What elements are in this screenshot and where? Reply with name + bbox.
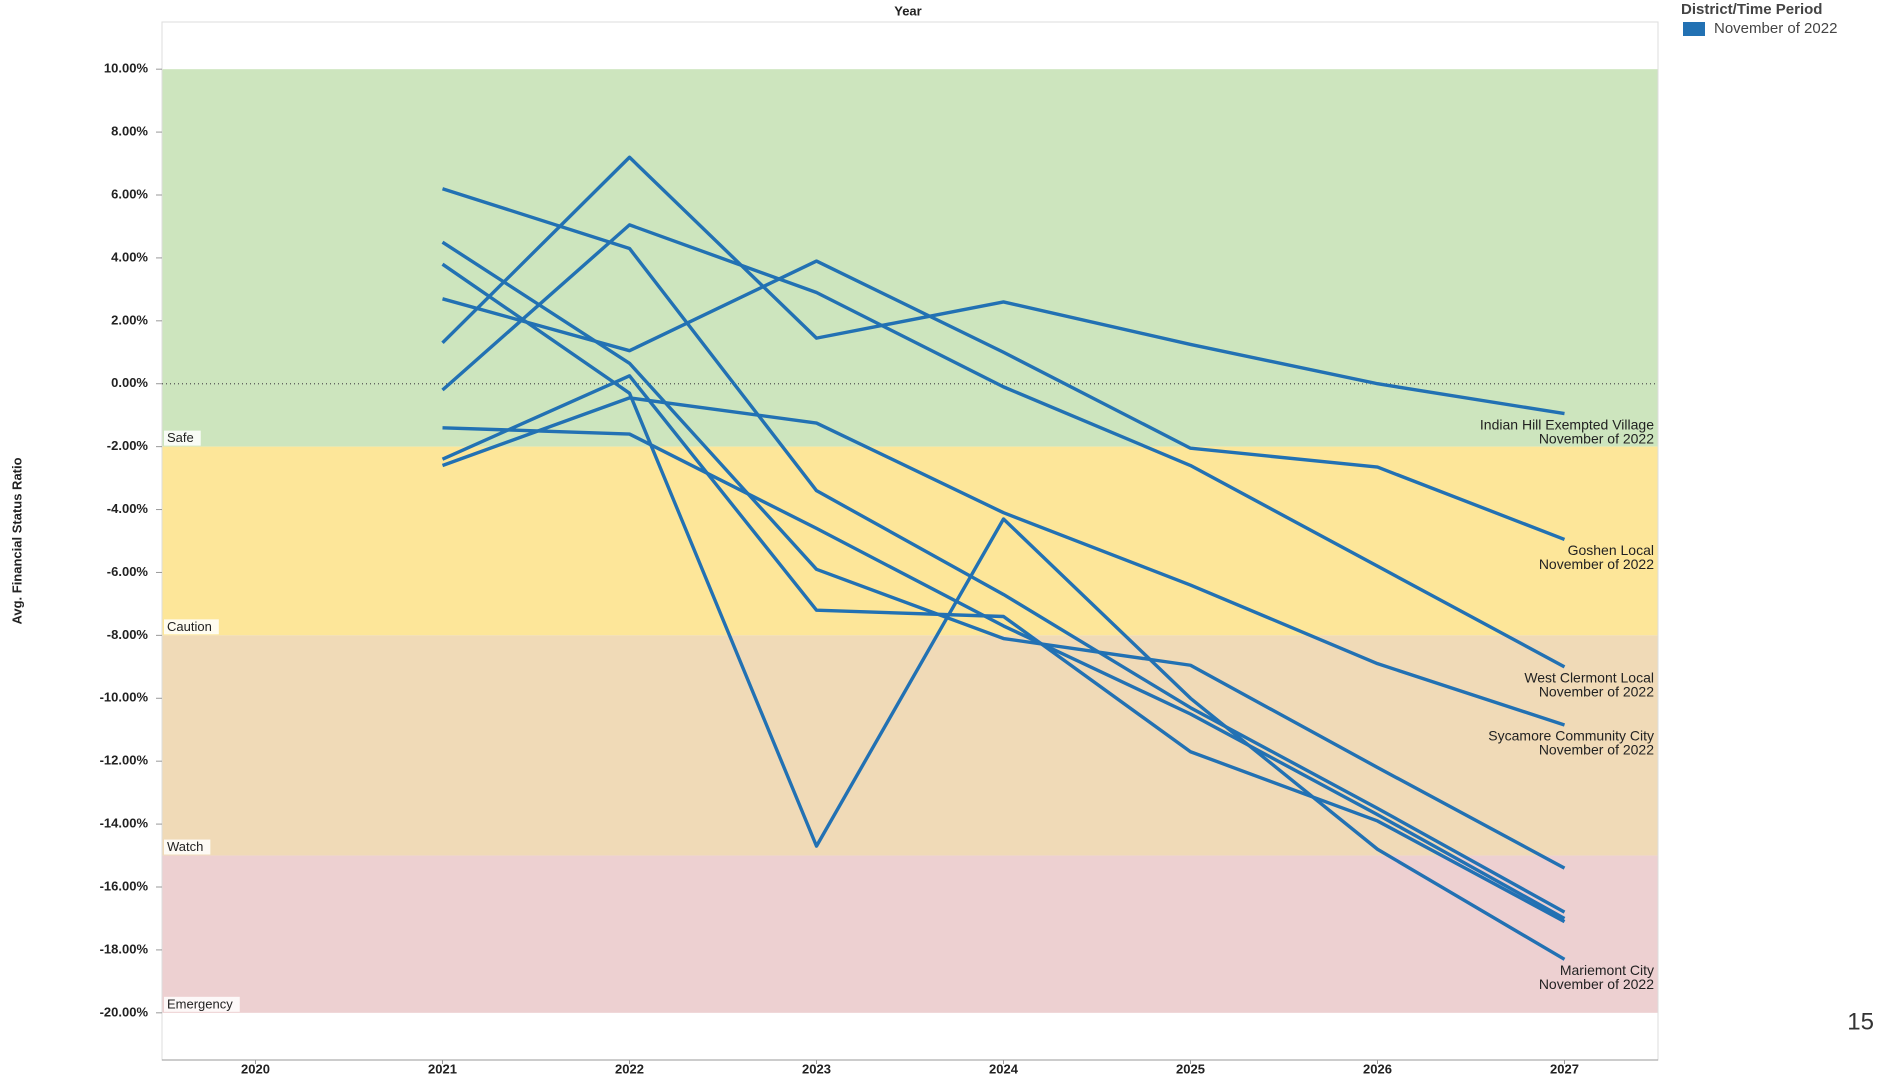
- y-tick-label: 4.00%: [111, 249, 148, 264]
- y-tick-label: -6.00%: [107, 564, 149, 579]
- x-tick-label: 2024: [989, 1061, 1019, 1076]
- series-line: [441, 155, 1565, 416]
- x-tick-label: 2023: [802, 1061, 831, 1076]
- x-tick-label: 2022: [615, 1061, 644, 1076]
- band-label-bg: [164, 839, 211, 855]
- band-label-bg: [164, 996, 240, 1012]
- x-tick-label: 2020: [241, 1061, 270, 1076]
- legend-label: November of 2022: [1714, 20, 1837, 37]
- x-tick-label: 2021: [428, 1061, 457, 1076]
- x-tick-label: 2025: [1176, 1061, 1205, 1076]
- series-line: [441, 223, 1566, 669]
- series-line: [441, 396, 1566, 727]
- y-tick-label: 8.00%: [111, 124, 148, 139]
- band-label: Emergency: [167, 996, 233, 1011]
- band-label: Watch: [167, 839, 203, 854]
- y-tick-label: -20.00%: [100, 1004, 149, 1019]
- band: [162, 855, 1658, 1013]
- y-tick-label: -8.00%: [107, 627, 149, 642]
- series-line: [441, 240, 1566, 870]
- line-label: Sycamore Community City: [1488, 728, 1654, 744]
- band: [162, 635, 1658, 856]
- y-axis-title: Avg. Financial Status Ratio: [9, 457, 24, 624]
- series-line: [441, 262, 1566, 961]
- band-label-bg: [164, 430, 201, 446]
- line-label: Mariemont City: [1560, 962, 1654, 978]
- y-tick-label: 10.00%: [104, 61, 149, 76]
- page-number: 15: [1847, 1008, 1874, 1035]
- y-tick-label: 0.00%: [111, 375, 148, 390]
- line-label: West Clermont Local: [1524, 670, 1654, 686]
- line-label: Goshen Local: [1568, 542, 1654, 558]
- series-line: [442, 426, 1566, 920]
- y-tick-label: 6.00%: [111, 186, 148, 201]
- legend-title: District/Time Period: [1681, 1, 1822, 18]
- line-label: November of 2022: [1539, 684, 1654, 700]
- y-tick-label: -4.00%: [107, 501, 149, 516]
- line-label: November of 2022: [1539, 430, 1654, 446]
- line-label: Indian Hill Exempted Village: [1480, 416, 1654, 432]
- line-label: November of 2022: [1539, 556, 1654, 572]
- line-label: November of 2022: [1539, 742, 1654, 758]
- y-tick-label: -16.00%: [100, 878, 149, 893]
- y-tick-label: -2.00%: [107, 438, 149, 453]
- band-label: Caution: [167, 619, 212, 634]
- series-line: [441, 187, 1566, 914]
- y-tick-label: -12.00%: [100, 753, 149, 768]
- y-tick-label: 2.00%: [111, 312, 148, 327]
- legend-swatch: [1683, 22, 1705, 36]
- x-tick-label: 2027: [1550, 1061, 1579, 1076]
- series-line: [441, 374, 1566, 924]
- x-axis-title: Year: [894, 3, 921, 18]
- band-label: Safe: [167, 430, 194, 445]
- y-tick-label: -14.00%: [100, 816, 149, 831]
- y-tick-label: -10.00%: [100, 690, 149, 705]
- y-tick-label: -18.00%: [100, 941, 149, 956]
- series-line: [442, 259, 1566, 542]
- band-label-bg: [164, 619, 219, 635]
- band: [162, 69, 1658, 447]
- line-label: November of 2022: [1539, 976, 1654, 992]
- x-tick-label: 2026: [1363, 1061, 1392, 1076]
